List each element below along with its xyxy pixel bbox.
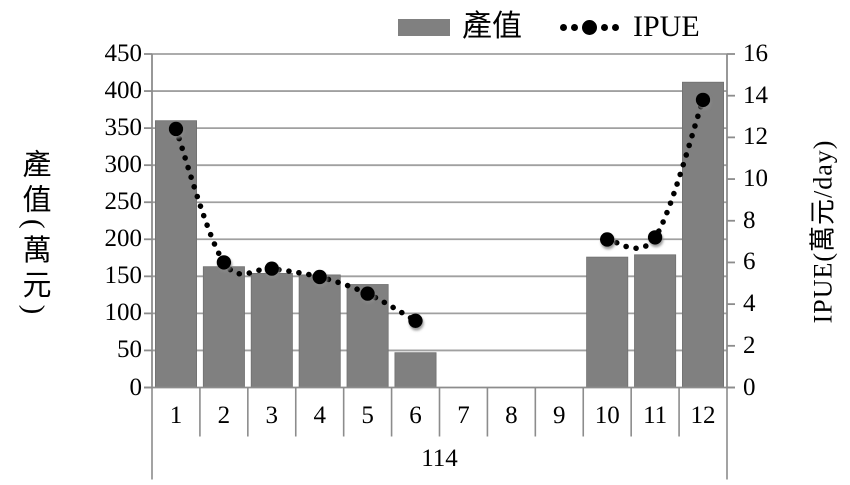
- dot-icon: [612, 23, 619, 31]
- x-tick-label: 1: [169, 401, 183, 429]
- y-left-tick-label: 50: [117, 336, 142, 364]
- legend-bar-swatch: [398, 18, 450, 36]
- x-axis-year-label: 114: [421, 444, 458, 472]
- legend-dotted-line-swatch: [560, 19, 619, 35]
- y-right-tick-label: 16: [743, 40, 768, 67]
- left-axis-title: 產值(萬元): [18, 149, 50, 321]
- y-left-tick-label: 200: [104, 225, 143, 253]
- y-right-tick-label: 8: [743, 206, 756, 234]
- y-right-tick-label: 4: [743, 290, 756, 318]
- y-left-tick-label: 350: [104, 114, 143, 142]
- right-axis-title: IPUE(萬元/day): [808, 139, 838, 323]
- y-right-tick-label: 10: [743, 165, 768, 193]
- x-tick-label: 11: [643, 401, 668, 429]
- y-left-tick-label: 250: [104, 188, 143, 216]
- x-tick-label: 6: [409, 401, 422, 429]
- y-left-tick-label: 100: [104, 299, 143, 327]
- y-left-tick-label: 450: [104, 40, 143, 67]
- legend-line-label: IPUE: [633, 10, 700, 43]
- x-tick-label: 3: [265, 401, 279, 429]
- y-left-tick-label: 400: [104, 77, 143, 105]
- x-tick-label: 4: [313, 401, 326, 429]
- y-left-tick-label: 300: [104, 151, 143, 179]
- legend-bar-label: 產值: [462, 10, 522, 43]
- y-right-tick-label: 12: [743, 123, 768, 151]
- x-tick-label: 8: [505, 401, 518, 429]
- x-tick-label: 12: [690, 401, 716, 429]
- y-left-tick-label: 0: [129, 373, 143, 401]
- dot-icon: [601, 23, 608, 31]
- dot-icon: [582, 19, 597, 35]
- x-tick-label: 10: [594, 401, 620, 429]
- y-right-tick-label: 2: [743, 331, 756, 359]
- dot-icon: [571, 23, 578, 31]
- legend: 產值 IPUE: [398, 10, 700, 44]
- x-tick-label: 2: [217, 401, 231, 429]
- y-left-tick-label: 150: [104, 262, 143, 290]
- x-tick-label: 9: [553, 401, 566, 429]
- y-right-tick-label: 0: [743, 373, 756, 401]
- y-right-tick-label: 6: [743, 248, 756, 276]
- dot-icon: [560, 23, 567, 31]
- x-tick-label: 7: [457, 401, 470, 429]
- x-tick-label: 5: [361, 401, 374, 429]
- y-right-tick-label: 14: [743, 81, 768, 109]
